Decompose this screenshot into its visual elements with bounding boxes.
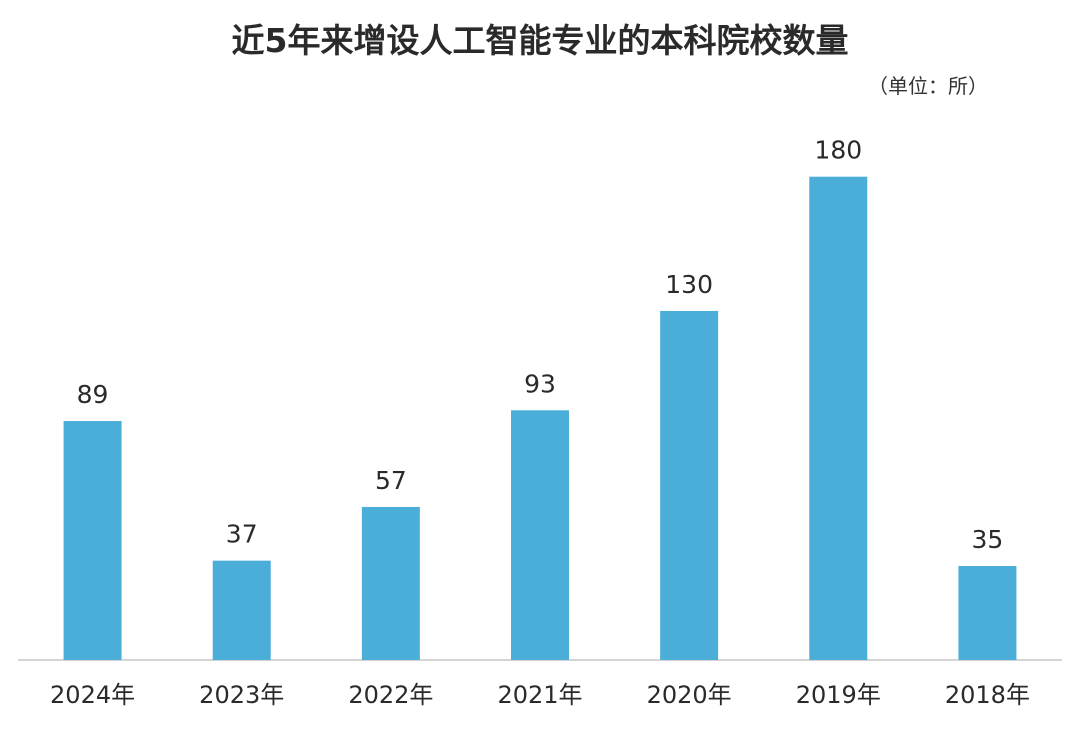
bar (660, 310, 719, 660)
data-label: 57 (375, 466, 407, 495)
x-tick-label: 2021年 (497, 681, 582, 709)
x-tick-label: 2018年 (945, 681, 1030, 709)
bar (958, 566, 1017, 660)
chart-title: 近5年来增设人工智能专业的本科院校数量 (231, 21, 849, 60)
x-tick-label: 2023年 (199, 681, 284, 709)
bar (809, 176, 868, 660)
x-tick-label: 2019年 (796, 681, 881, 709)
bar (212, 560, 271, 660)
data-label: 37 (226, 520, 258, 549)
x-tick-label: 2022年 (348, 681, 433, 709)
x-tick-label: 2024年 (50, 681, 135, 709)
data-label: 93 (524, 369, 556, 398)
data-label: 130 (665, 270, 713, 299)
unit-label: （单位：所） (868, 74, 988, 98)
data-label: 180 (814, 136, 862, 165)
data-label: 89 (77, 380, 109, 409)
bar (511, 410, 569, 660)
bar (63, 421, 122, 660)
bar (361, 506, 420, 660)
data-label: 35 (972, 525, 1004, 554)
x-tick-label: 2020年 (647, 681, 732, 709)
